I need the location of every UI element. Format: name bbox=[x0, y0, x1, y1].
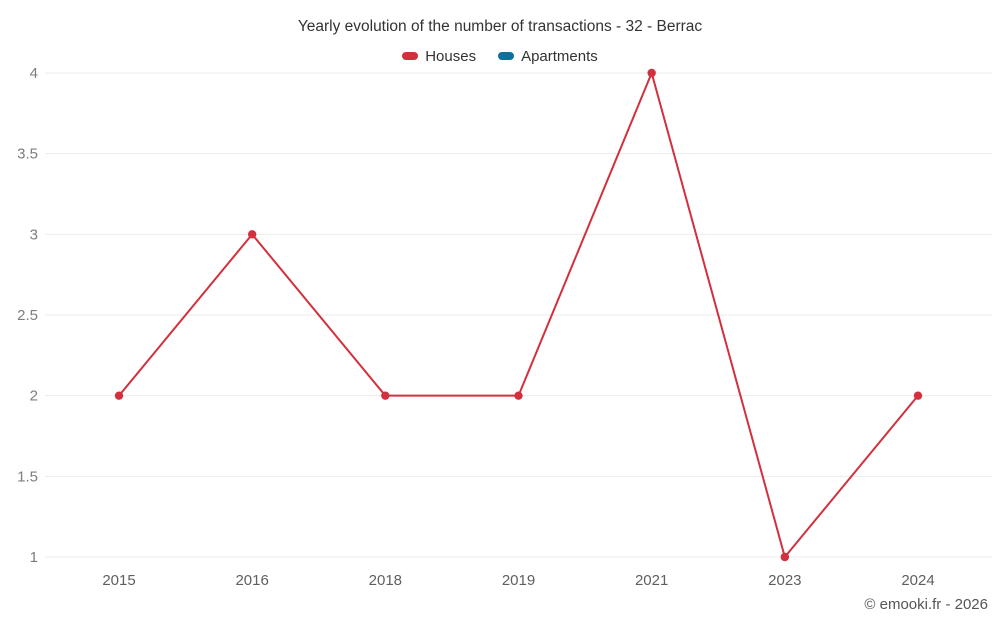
legend-swatch-apartments bbox=[498, 52, 515, 60]
y-tick-label: 2 bbox=[30, 388, 38, 405]
houses-point bbox=[647, 68, 656, 78]
x-tick-label: 2024 bbox=[901, 572, 934, 589]
houses-point bbox=[913, 391, 923, 400]
y-tick-label: 1 bbox=[30, 549, 38, 566]
houses-point bbox=[381, 391, 390, 400]
x-tick-label: 2018 bbox=[369, 572, 402, 589]
x-tick-label: 2019 bbox=[502, 572, 535, 589]
chart-legend: Houses Apartments bbox=[0, 47, 1000, 65]
houses-point bbox=[514, 391, 523, 400]
legend-label: Houses bbox=[425, 47, 477, 65]
legend-item-houses[interactable]: Houses bbox=[402, 48, 476, 65]
x-tick-label: 2021 bbox=[635, 572, 668, 589]
chart-title: Yearly evolution of the number of transa… bbox=[297, 18, 703, 35]
y-tick-label: 3.5 bbox=[17, 146, 38, 163]
y-tick-label: 1.5 bbox=[17, 468, 38, 485]
legend-item-apartments[interactable]: Apartments bbox=[498, 48, 598, 65]
houses-point bbox=[780, 552, 790, 562]
legend-label: Apartments bbox=[521, 47, 598, 65]
y-tick-label: 4 bbox=[30, 65, 38, 82]
houses-point bbox=[247, 230, 257, 239]
x-tick-label: 2023 bbox=[768, 572, 801, 589]
houses-point bbox=[114, 391, 124, 400]
x-tick-label: 2015 bbox=[102, 572, 135, 589]
y-tick-label: 2.5 bbox=[17, 307, 38, 324]
x-tick-label: 2016 bbox=[235, 572, 268, 589]
y-tick-label: 3 bbox=[30, 226, 38, 243]
legend-swatch-houses bbox=[402, 52, 419, 60]
copyright: © emooki.fr - 2026 bbox=[864, 596, 988, 613]
